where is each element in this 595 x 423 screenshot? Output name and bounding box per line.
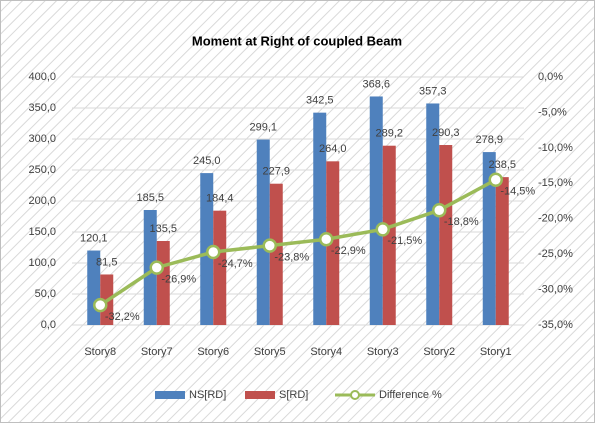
x-tick-label: Story2 (423, 346, 455, 358)
y-tick-label: 150,0 (28, 226, 56, 238)
bar (213, 210, 227, 325)
x-tick-label: Story5 (254, 346, 286, 358)
y2-tick-label: -15,0% (538, 177, 573, 189)
line-marker (432, 202, 447, 218)
y-tick-label: 250,0 (28, 164, 56, 176)
line (99, 178, 497, 307)
bar (495, 177, 509, 325)
y2-tick-label: 0,0% (538, 71, 563, 83)
line-marker (488, 172, 503, 187)
data-label: 368,6 (362, 78, 390, 90)
data-label: 278,9 (475, 134, 503, 146)
data-label: 299,1 (249, 121, 277, 133)
data-label: 120,1 (80, 232, 108, 244)
x-tick-label: Story7 (141, 346, 173, 358)
y2-tick-label: -30,0% (538, 283, 573, 295)
data-label: 289,2 (375, 128, 403, 140)
y-tick-label: 100,0 (28, 257, 56, 269)
legend-swatch (350, 390, 360, 400)
data-label: 135,5 (149, 223, 177, 235)
data-label: 238,5 (488, 159, 516, 171)
data-label: 245,0 (193, 155, 221, 167)
data-label: 357,3 (419, 85, 447, 97)
y2-tick-label: -10,0% (538, 142, 573, 154)
data-label: -32,2% (105, 311, 140, 323)
y-tick-label: 0,0 (41, 319, 56, 331)
legend-label: NS[RD] (189, 389, 226, 401)
data-label: 227,9 (262, 166, 290, 178)
y2-tick-label: -5,0% (538, 106, 567, 118)
data-label: 290,3 (432, 127, 460, 139)
y-tick-label: 400,0 (28, 71, 56, 83)
data-label: -24,7% (218, 258, 253, 270)
data-label: 184,4 (206, 193, 234, 205)
y2-tick-label: -25,0% (538, 248, 573, 260)
legend-label: S[RD] (279, 389, 308, 401)
line-marker (319, 232, 334, 247)
data-label: -21,5% (387, 235, 422, 247)
y-tick-label: 300,0 (28, 133, 56, 145)
y-tick-label: 350,0 (28, 102, 56, 114)
bar (382, 145, 396, 325)
bar (369, 96, 383, 325)
data-label: 264,0 (319, 143, 347, 155)
data-label: -22,9% (331, 245, 366, 257)
y-tick-label: 200,0 (28, 195, 56, 207)
data-label: -18,8% (444, 216, 479, 228)
y-tick-label: 50,0 (35, 288, 56, 300)
line-marker (93, 297, 108, 313)
data-label: 81,5 (96, 256, 117, 268)
legend-swatch (155, 391, 185, 399)
line-marker (206, 244, 221, 260)
bar (439, 145, 453, 325)
bar (326, 161, 340, 325)
y2-tick-label: -35,0% (538, 319, 573, 331)
legend-label: Difference % (379, 389, 442, 401)
bar (482, 152, 496, 325)
bar (313, 112, 327, 326)
data-label: 342,5 (306, 95, 334, 107)
x-tick-label: Story4 (310, 346, 342, 358)
data-label: -23,8% (274, 252, 309, 264)
legend-swatch (245, 391, 275, 399)
x-tick-label: Story1 (480, 346, 512, 358)
x-tick-label: Story3 (367, 346, 399, 358)
bar (269, 183, 283, 325)
chart-title: Moment at Right of coupled Beam (192, 33, 402, 48)
line-marker (262, 238, 277, 253)
data-label: 185,5 (136, 192, 164, 204)
line-marker (149, 260, 164, 275)
data-label: -26,9% (161, 274, 196, 286)
data-label: -14,5% (500, 186, 535, 198)
x-tick-label: Story8 (84, 346, 116, 358)
y2-tick-label: -20,0% (538, 213, 573, 225)
bar (256, 139, 270, 325)
x-tick-label: Story6 (197, 346, 229, 358)
line-marker (375, 222, 390, 237)
